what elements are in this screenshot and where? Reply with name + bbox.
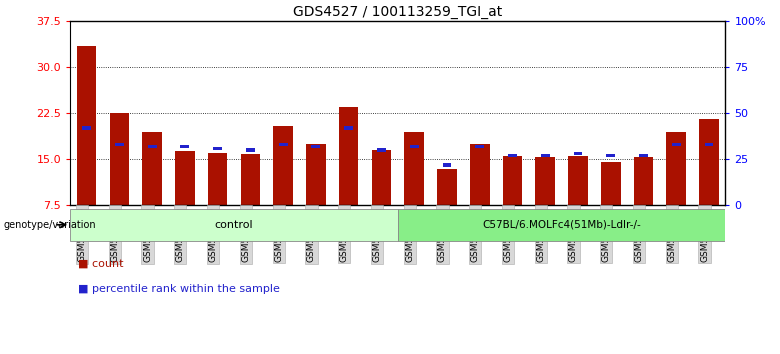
- Bar: [699, 119, 719, 205]
- Bar: [175, 151, 195, 205]
- Text: genotype/variation: genotype/variation: [4, 220, 97, 230]
- Text: GSM592112: GSM592112: [274, 207, 283, 262]
- Bar: [404, 132, 424, 205]
- Bar: [207, 153, 228, 205]
- Bar: [147, 145, 157, 148]
- Bar: [213, 147, 222, 150]
- Bar: [437, 169, 457, 205]
- Text: GSM592122: GSM592122: [601, 207, 611, 262]
- Bar: [109, 113, 129, 205]
- Text: ■ percentile rank within the sample: ■ percentile rank within the sample: [78, 284, 280, 293]
- Bar: [278, 143, 288, 146]
- Bar: [442, 163, 452, 166]
- Bar: [601, 162, 621, 205]
- Bar: [115, 143, 124, 146]
- Bar: [311, 145, 321, 148]
- Bar: [672, 143, 681, 146]
- Bar: [633, 158, 654, 205]
- Text: GSM592109: GSM592109: [176, 207, 185, 262]
- Bar: [82, 126, 91, 130]
- Bar: [606, 154, 615, 157]
- Text: GSM592116: GSM592116: [405, 207, 414, 262]
- Bar: [76, 46, 97, 205]
- Text: GSM592124: GSM592124: [667, 207, 676, 262]
- Text: GSM592106: GSM592106: [77, 207, 87, 262]
- Bar: [410, 145, 419, 148]
- Text: GSM592121: GSM592121: [569, 207, 578, 262]
- Bar: [470, 144, 490, 205]
- Text: GSM592113: GSM592113: [307, 207, 316, 262]
- Text: GSM592125: GSM592125: [700, 207, 709, 262]
- Text: GSM592114: GSM592114: [339, 207, 349, 262]
- Bar: [704, 143, 714, 146]
- Text: GSM592111: GSM592111: [241, 207, 250, 262]
- Bar: [246, 148, 255, 152]
- Bar: [475, 145, 484, 148]
- Text: GSM592107: GSM592107: [110, 207, 119, 262]
- Text: GSM592110: GSM592110: [208, 207, 218, 262]
- Bar: [273, 126, 293, 205]
- Bar: [573, 152, 583, 155]
- Bar: [371, 150, 392, 205]
- Bar: [344, 126, 353, 130]
- Bar: [502, 156, 523, 205]
- Bar: [535, 158, 555, 205]
- Text: control: control: [215, 220, 254, 230]
- Bar: [541, 154, 550, 157]
- Bar: [240, 154, 261, 205]
- Bar: [180, 145, 190, 148]
- Bar: [306, 144, 326, 205]
- Text: C57BL/6.MOLFc4(51Mb)-Ldlr-/-: C57BL/6.MOLFc4(51Mb)-Ldlr-/-: [482, 220, 641, 230]
- Bar: [70, 209, 398, 241]
- Text: GSM592118: GSM592118: [470, 207, 480, 262]
- Bar: [508, 154, 517, 157]
- Bar: [339, 107, 359, 205]
- Bar: [142, 132, 162, 205]
- Text: GSM592117: GSM592117: [438, 207, 447, 262]
- Text: GSM592120: GSM592120: [536, 207, 545, 262]
- Bar: [398, 209, 725, 241]
- Bar: [377, 148, 386, 152]
- Bar: [568, 156, 588, 205]
- Bar: [666, 132, 686, 205]
- Text: GSM592108: GSM592108: [143, 207, 152, 262]
- Text: GSM592123: GSM592123: [634, 207, 644, 262]
- Text: GSM592115: GSM592115: [372, 207, 381, 262]
- Text: ■ count: ■ count: [78, 259, 123, 269]
- Bar: [639, 154, 648, 157]
- Text: GSM592119: GSM592119: [503, 207, 512, 262]
- Title: GDS4527 / 100113259_TGI_at: GDS4527 / 100113259_TGI_at: [293, 5, 502, 19]
